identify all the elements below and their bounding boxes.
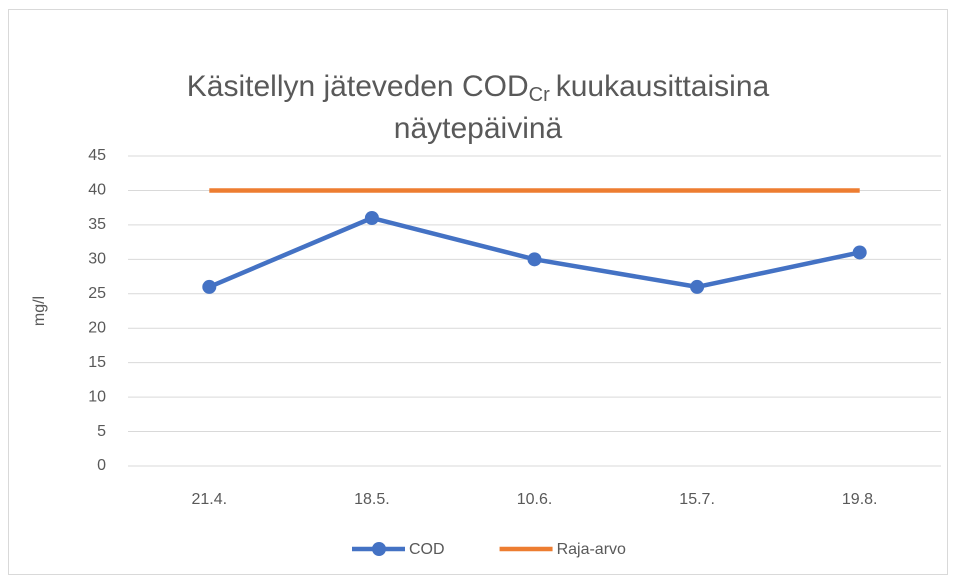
y-tick-label: 15: [88, 354, 106, 371]
y-tick-label: 10: [88, 388, 106, 405]
data-point: [202, 279, 217, 294]
title-subscript: Cr: [529, 84, 550, 106]
chart-frame: [8, 9, 948, 575]
y-tick-label: 20: [88, 319, 106, 336]
y-tick-label: 45: [88, 147, 106, 164]
y-tick-label: 30: [88, 251, 106, 268]
title-text: kuukausittaisina: [556, 70, 770, 103]
y-axis-label: mg/l: [31, 296, 48, 326]
legend-marker: [372, 542, 386, 556]
y-tick-label: 0: [97, 457, 106, 474]
data-point: [364, 211, 379, 225]
chart-title: näytepäivinä: [394, 112, 563, 145]
x-tick-label: 10.6.: [517, 491, 553, 508]
y-tick-label: 40: [88, 182, 106, 199]
title-text: Käsitellyn jäteveden COD: [187, 70, 529, 103]
chart-title: Käsitellyn jäteveden CODCr kuukausittaisi…: [187, 70, 770, 106]
x-tick-label: 21.4.: [192, 491, 228, 508]
x-tick-label: 19.8.: [842, 491, 878, 508]
legend-label: Raja-arvo: [557, 541, 626, 558]
y-tick-label: 35: [88, 216, 106, 233]
data-point: [690, 279, 705, 294]
y-tick-label: 5: [97, 423, 106, 440]
x-tick-label: 15.7.: [679, 491, 715, 508]
legend-label: COD: [409, 541, 445, 558]
x-tick-label: 18.5.: [354, 491, 390, 508]
y-tick-label: 25: [88, 285, 106, 302]
data-point: [527, 252, 542, 267]
data-point: [852, 245, 867, 260]
